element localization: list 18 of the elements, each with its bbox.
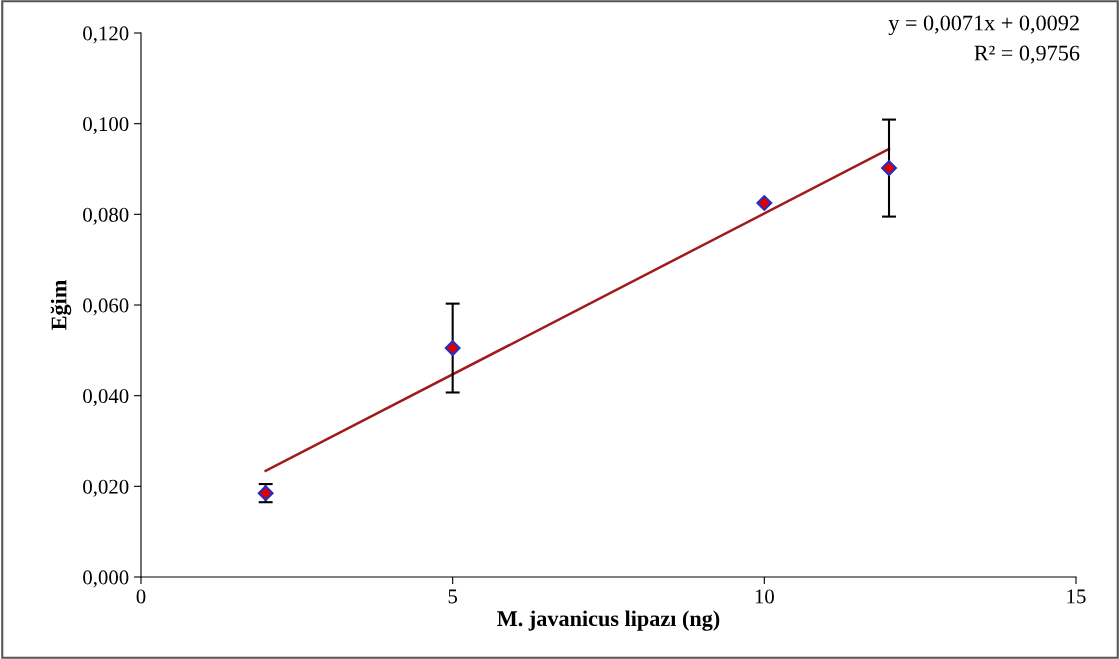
point (444, 340, 461, 356)
x-tick-label: 0 (136, 589, 146, 604)
point (881, 160, 897, 177)
x-tick-label: 5 (448, 589, 458, 604)
y-axis-title: Eğim (50, 280, 72, 330)
y-tick-label: 0,020 (83, 479, 129, 497)
y-tick-label: 0,000 (83, 570, 129, 588)
y-tick-label: 0,120 (83, 26, 129, 44)
annotation: R² = 0,9756 (974, 45, 1080, 64)
y-tick-label: 0,100 (83, 117, 129, 135)
y-tick-label: 0,040 (83, 389, 129, 407)
annotation: y = 0,0071x + 0,0092 (888, 15, 1079, 36)
point (756, 195, 773, 211)
y-tick-label: 0,080 (83, 207, 129, 225)
x-axis-title: M. javanicus lipazı (ng) (497, 610, 720, 631)
x-tick-label: 10 (755, 589, 774, 604)
x-tick-label: 15 (1067, 589, 1086, 604)
y-tick-label: 0,060 (83, 298, 129, 316)
